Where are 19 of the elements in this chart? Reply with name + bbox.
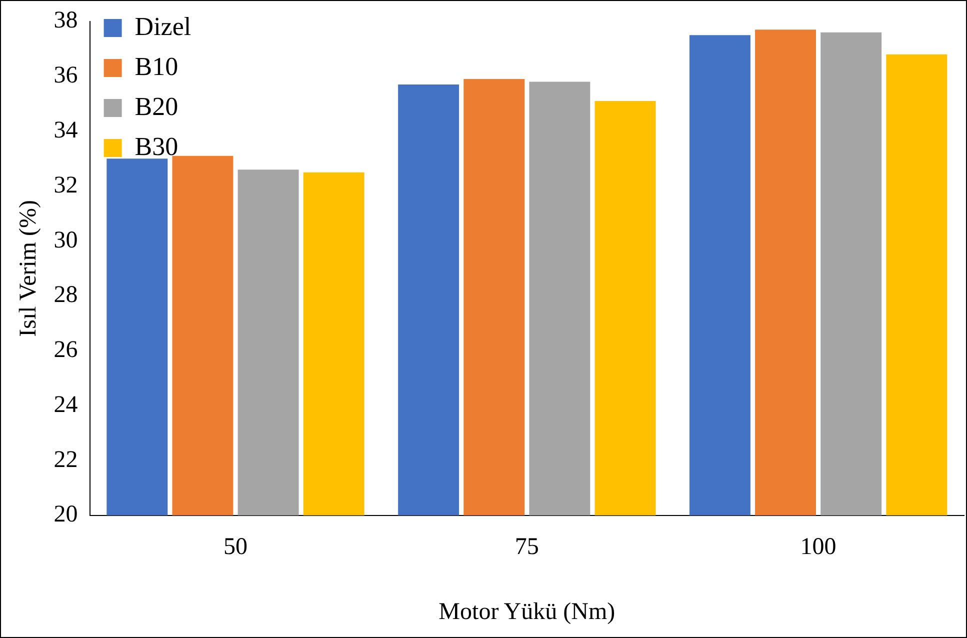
x-tick-label: 75 [514,534,539,560]
y-tick-label: 26 [54,337,78,364]
legend-label: B20 [134,92,178,121]
y-axis-title: Isıl Verim (%) [16,200,42,337]
x-tick-label: 100 [800,534,836,560]
y-tick-label: 20 [54,502,78,528]
y-tick-label: 30 [54,227,78,254]
y-tick-label: 24 [54,392,78,418]
y-tick-label: 36 [54,62,78,89]
y-tick-label: 34 [54,117,78,144]
legend-label: B10 [134,52,178,81]
y-tick-label: 28 [54,282,78,308]
legend-label: B30 [134,132,178,161]
y-tick-label: 22 [54,446,78,473]
y-tick-label: 32 [54,172,78,198]
x-axis-title: Motor Yükü (Nm) [438,598,616,625]
legend-label: Dizel [134,12,192,41]
y-tick-label: 38 [54,8,78,34]
x-tick-label: 50 [224,534,248,560]
